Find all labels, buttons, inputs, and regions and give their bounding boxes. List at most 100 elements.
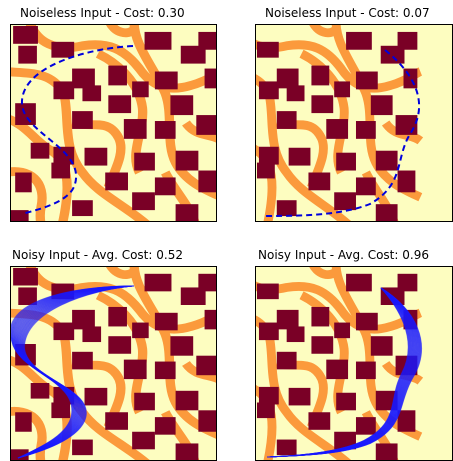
obstacle (256, 402, 275, 419)
obstacle (108, 306, 127, 327)
obstacle (72, 351, 93, 370)
obstacle (51, 402, 71, 419)
obstacle (311, 95, 334, 114)
obstacle (144, 31, 172, 50)
terrain-band (255, 315, 353, 461)
obstacle (82, 326, 102, 343)
terrain-band (308, 266, 340, 280)
obstacle (380, 45, 405, 64)
obstacle (256, 41, 279, 58)
obstacle (397, 170, 416, 193)
obstacle (108, 336, 132, 354)
obstacle (308, 172, 331, 191)
map-noisy-left (10, 266, 217, 461)
obstacle (355, 361, 376, 380)
axes-frame (10, 24, 217, 222)
obstacle (334, 192, 356, 211)
obstacle (311, 65, 330, 86)
obstacle (10, 210, 29, 222)
map-layer (10, 24, 217, 222)
obstacle (72, 68, 95, 89)
obstacle (286, 326, 305, 343)
obstacle (175, 390, 199, 411)
terrain-band (105, 24, 138, 38)
obstacle (132, 192, 155, 211)
obstacle (72, 111, 93, 129)
obstacle (198, 273, 217, 292)
panel-title: Noisy Input - Avg. Cost: 0.96 (258, 248, 429, 262)
obstacle (53, 81, 75, 100)
obstacle (311, 306, 330, 327)
obstacle (13, 25, 38, 44)
obstacle (276, 111, 297, 129)
obstacle (326, 359, 349, 380)
obstacle (123, 119, 147, 139)
obstacle (123, 359, 147, 380)
obstacle (355, 417, 376, 435)
obstacle (403, 68, 418, 89)
obstacle (84, 147, 108, 166)
obstacle (258, 386, 279, 405)
trajectory-bundle (266, 287, 422, 458)
obstacle (30, 142, 50, 159)
obstacle (154, 71, 178, 90)
map-noisy-right (255, 266, 453, 461)
obstacle (196, 115, 217, 135)
obstacle (256, 162, 275, 179)
obstacle (170, 95, 194, 116)
obstacle (276, 68, 299, 89)
obstacle (375, 204, 398, 222)
obstacle (346, 31, 372, 50)
obstacle (204, 68, 217, 89)
obstacle (15, 103, 36, 125)
obstacle (15, 172, 32, 193)
obstacle (198, 170, 217, 193)
obstacle (132, 322, 149, 339)
map-noiseless-right (255, 24, 453, 222)
obstacle (82, 85, 102, 102)
obstacle (134, 152, 155, 171)
obstacle (72, 439, 93, 456)
obstacle (154, 417, 176, 435)
obstacle (53, 322, 75, 341)
terrain-band (361, 410, 399, 461)
obstacle (355, 312, 378, 331)
obstacle (132, 81, 149, 98)
terrain-band (10, 67, 151, 222)
map-noiseless-left (10, 24, 217, 222)
obstacle (258, 146, 279, 165)
trajectory-bundle (10, 285, 135, 459)
obstacle (51, 162, 71, 179)
terrain-band (129, 266, 217, 440)
obstacle (256, 283, 279, 300)
obstacle (108, 65, 127, 86)
obstacle (180, 287, 206, 305)
panel-title: Noiseless Input - Cost: 0.30 (20, 6, 185, 20)
obstacle (258, 81, 279, 100)
obstacle (105, 172, 128, 191)
trajectory-sample (17, 285, 135, 459)
obstacle (375, 150, 398, 171)
obstacle (397, 410, 416, 432)
obstacle (154, 177, 176, 196)
trajectory-sample (266, 287, 422, 458)
obstacle (144, 273, 172, 292)
terrain-band (105, 266, 138, 280)
obstacle (72, 309, 95, 330)
obstacle (51, 41, 75, 58)
obstacle (84, 387, 108, 406)
panel-title: Noisy Input - Avg. Cost: 0.52 (12, 248, 183, 262)
obstacle (276, 309, 299, 330)
obstacle (170, 336, 194, 356)
obstacle (175, 204, 199, 222)
obstacle (134, 392, 155, 411)
obstacle (276, 351, 297, 370)
obstacle (15, 412, 32, 432)
terrain-band (308, 24, 340, 38)
obstacle (326, 119, 349, 139)
obstacle (370, 95, 393, 116)
obstacle (180, 45, 206, 64)
obstacle (13, 267, 38, 286)
terrain-band (331, 24, 423, 202)
terrain-band (255, 144, 277, 222)
